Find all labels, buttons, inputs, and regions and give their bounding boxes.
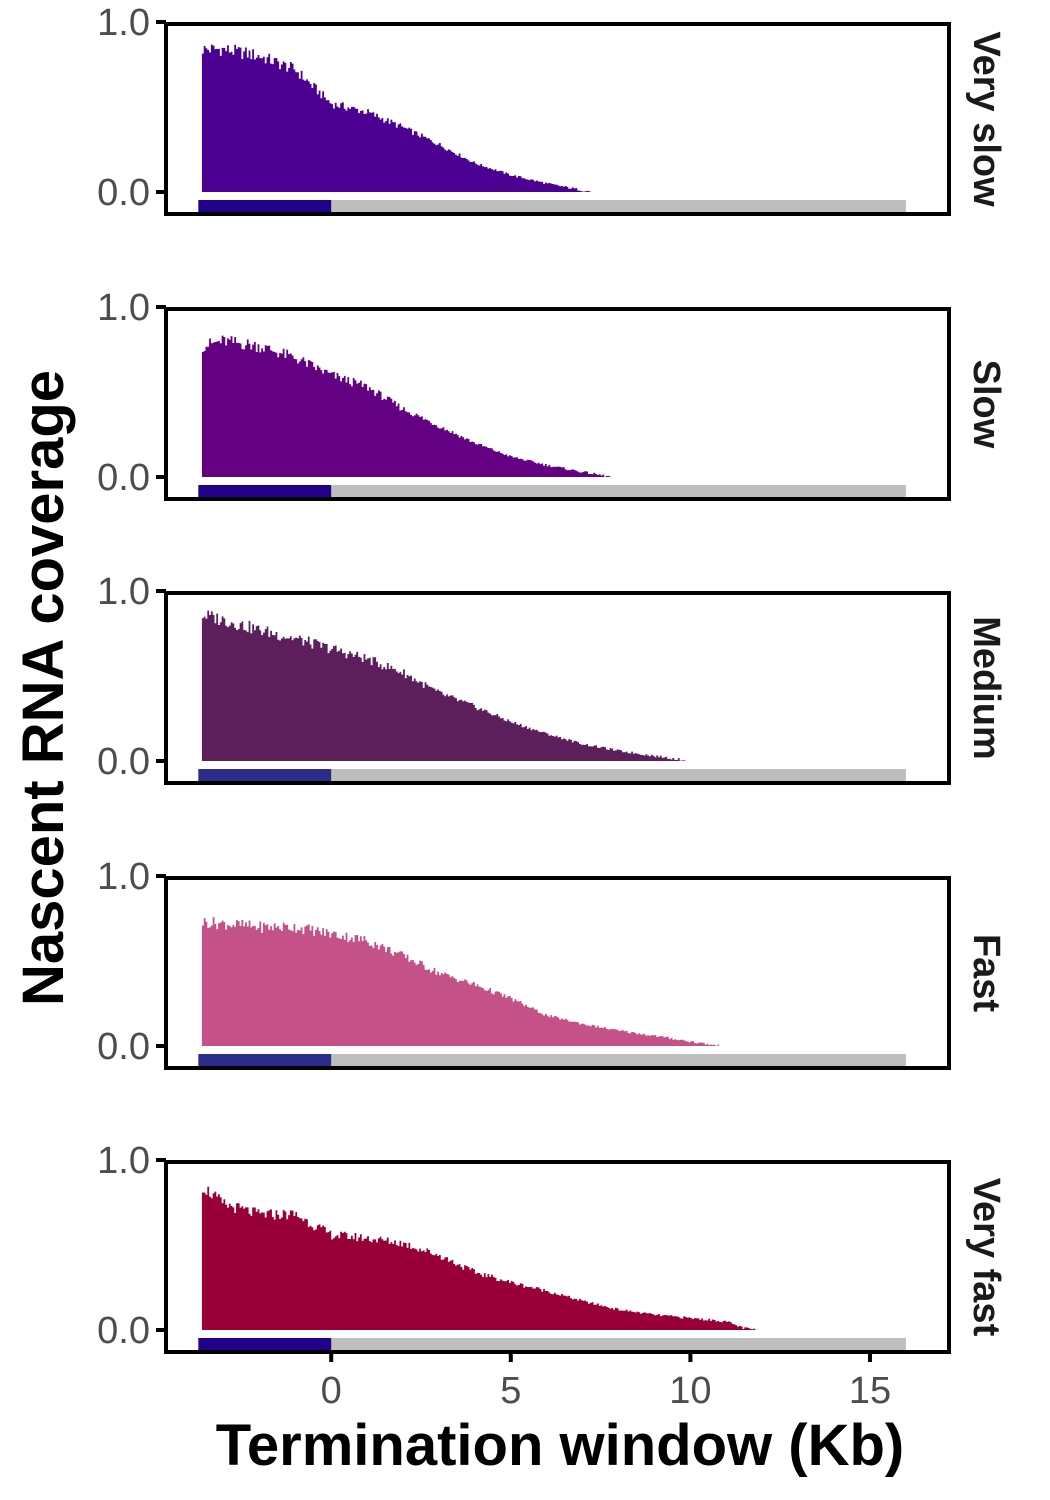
facet-panel: 0.0 1.0 Very slow (97, 2, 1007, 216)
gene-body-bar (198, 1338, 332, 1352)
termination-region-bar (331, 1338, 906, 1352)
facet-strip-label: Very fast (965, 1178, 1007, 1337)
termination-region-bar (331, 1054, 906, 1068)
y-tick-label: 1.0 (97, 2, 150, 44)
termination-region-bar (331, 485, 906, 499)
panel-border (164, 876, 951, 1070)
gene-body-bar (198, 769, 332, 783)
panel-border (164, 307, 951, 501)
x-axis-title: Termination window (Kb) (216, 1413, 904, 1478)
y-tick-label: 1.0 (97, 856, 150, 898)
gene-body-bar (198, 485, 332, 499)
y-tick-label: 0.0 (97, 457, 150, 499)
x-tick-label: 0 (321, 1370, 342, 1412)
coverage-series (201, 44, 594, 192)
y-tick-label: 0.0 (97, 172, 150, 214)
coverage-series (201, 917, 720, 1046)
y-tick-label: 1.0 (97, 287, 150, 329)
y-axis-title: Nascent RNA coverage (11, 370, 76, 1006)
panel-border (164, 591, 951, 785)
panel-border (164, 1160, 951, 1354)
facet-panel: 0.0 1.0 Medium (97, 571, 1007, 785)
coverage-series (201, 1186, 759, 1330)
x-tick-label: 5 (500, 1370, 521, 1412)
y-tick-label: 1.0 (97, 1140, 150, 1182)
gene-body-bar (198, 200, 332, 214)
x-tick-label: 10 (669, 1370, 711, 1412)
facet-panel: 0.0 1.0 Very fast (97, 1140, 1007, 1354)
facet-panel: 0.0 1.0 Fast (97, 856, 1007, 1070)
termination-region-bar (331, 769, 906, 783)
x-axis: 0 5 10 15 (321, 1352, 891, 1412)
y-tick-label: 0.0 (97, 1026, 150, 1068)
y-tick-label: 0.0 (97, 1310, 150, 1352)
gene-body-bar (198, 1054, 332, 1068)
panel-border (164, 22, 951, 216)
coverage-series (201, 610, 691, 761)
facet-strip-label: Medium (965, 616, 1007, 760)
coverage-series (201, 335, 612, 477)
facet-panel: 0.0 1.0 Slow (97, 287, 1007, 501)
facet-strip-label: Fast (965, 934, 1007, 1012)
x-tick-label: 15 (849, 1370, 891, 1412)
termination-region-bar (331, 200, 906, 214)
facet-strip-label: Slow (965, 360, 1007, 449)
y-tick-label: 0.0 (97, 741, 150, 783)
facet-strip-label: Very slow (965, 31, 1007, 207)
y-tick-label: 1.0 (97, 571, 150, 613)
